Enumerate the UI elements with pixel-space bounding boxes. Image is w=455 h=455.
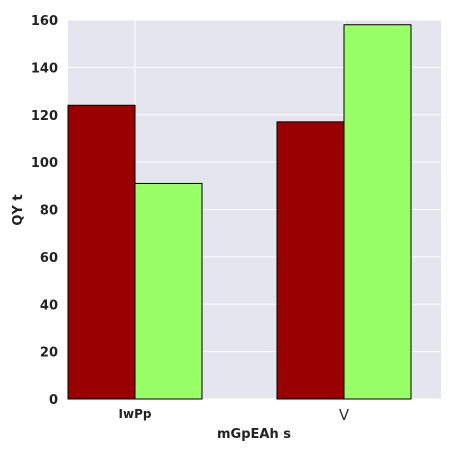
y-tick-label: 140 <box>31 61 58 76</box>
y-tick-label: 60 <box>40 251 58 266</box>
bar-IwPp-series-1 <box>67 104 136 400</box>
x-tick-label: IwPp <box>119 407 152 421</box>
y-tick-label: 120 <box>31 109 58 124</box>
y-axis-label: QY t <box>11 194 26 225</box>
bar-V-series-2 <box>343 24 412 400</box>
y-tick-label: 40 <box>40 298 58 313</box>
y-tick-label: 80 <box>40 204 58 219</box>
x-tick-label: V <box>339 406 350 424</box>
bars <box>67 24 412 400</box>
y-tick-label: 160 <box>31 14 58 29</box>
bar-IwPp-series-2 <box>134 182 203 400</box>
x-axis-ticks: IwPp V <box>119 406 350 424</box>
bar-V-series-1 <box>276 121 345 400</box>
y-tick-label: 20 <box>40 346 58 361</box>
y-axis-ticks: 0 20 40 60 80 100 120 140 160 <box>31 14 58 408</box>
y-tick-label: 100 <box>31 156 58 171</box>
x-axis-label: mGpEAh s <box>217 427 291 442</box>
y-tick-label: 0 <box>49 393 58 408</box>
